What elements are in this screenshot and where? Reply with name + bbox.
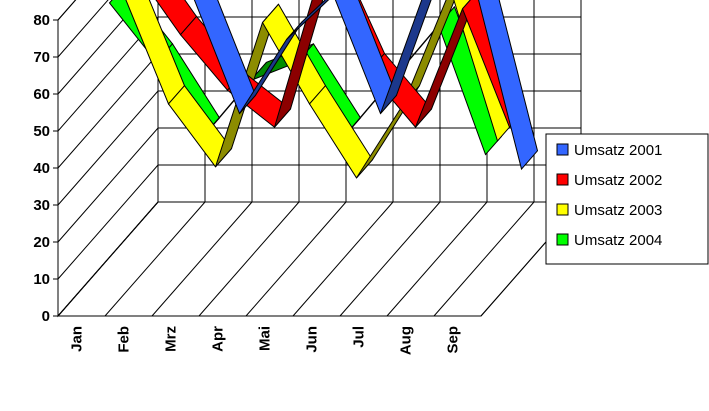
series-segment <box>380 0 432 114</box>
x-tick-label: Jun <box>303 326 320 353</box>
legend: Umsatz 2001 Umsatz 2002 Umsatz 2003 Umsatz … <box>545 133 709 265</box>
series-segment <box>478 0 539 171</box>
legend-swatch <box>556 173 569 186</box>
x-tick-label: Mrz <box>162 326 179 352</box>
plot-series <box>108 0 539 179</box>
x-tick-label: Sep <box>444 326 461 354</box>
gridline-y <box>57 127 581 243</box>
legend-swatch <box>556 233 569 246</box>
legend-swatch <box>556 203 569 216</box>
x-axis: Jan Feb Mrz Apr Mai Jun Jul Aug Sep <box>68 326 461 355</box>
x-tick-label: Jul <box>350 326 367 348</box>
floor-line <box>245 201 347 317</box>
floor <box>56 201 583 317</box>
floor-line <box>151 201 253 317</box>
x-tick-label: Aug <box>397 326 414 355</box>
floor-line <box>433 201 535 317</box>
side-wall <box>57 0 159 318</box>
y-axis: 0 10 20 30 40 50 60 70 80 <box>33 12 58 325</box>
x-tick-label: Apr <box>209 326 226 352</box>
legend-swatch <box>556 143 569 156</box>
floor-line <box>386 201 488 317</box>
y-tick-label: 50 <box>33 123 50 140</box>
gridline-y <box>57 201 581 317</box>
series-segment <box>415 0 476 128</box>
legend-box <box>545 133 709 265</box>
legend-label: Umsatz 2001 <box>574 142 662 159</box>
y-tick-label: 80 <box>33 12 50 29</box>
y-tick-label: 0 <box>42 308 50 325</box>
y-tick-label: 10 <box>33 271 50 288</box>
x-tick-label: Jan <box>68 326 85 352</box>
y-tick-label: 60 <box>33 86 50 103</box>
y-tick-label: 30 <box>33 197 50 214</box>
y-tick-label: 70 <box>33 49 50 66</box>
legend-label: Umsatz 2004 <box>574 232 662 249</box>
legend-label: Umsatz 2002 <box>574 172 662 189</box>
series-umsatz-2001 <box>193 0 539 171</box>
floor-line <box>57 201 159 317</box>
gridline-y <box>57 0 109 58</box>
floor-line <box>339 201 441 317</box>
y-tick-label: 40 <box>33 160 50 177</box>
floor-line <box>198 201 300 317</box>
gridline-y <box>57 164 581 280</box>
x-tick-label: Feb <box>115 326 132 353</box>
floor-line <box>292 201 394 317</box>
gridline-y <box>57 0 142 95</box>
y-tick-label: 20 <box>33 234 50 251</box>
floor-line <box>104 201 206 317</box>
series-segment <box>286 0 330 40</box>
x-tick-label: Mai <box>256 326 273 351</box>
legend-label: Umsatz 2003 <box>574 202 662 219</box>
